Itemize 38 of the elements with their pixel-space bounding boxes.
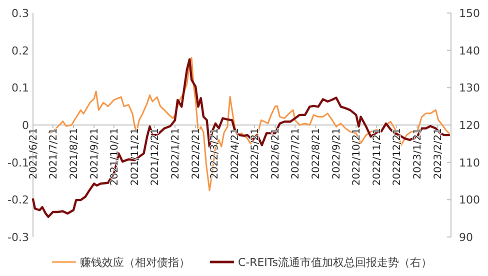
- x-tick-label: 2022/9/21: [332, 128, 343, 180]
- y-tick-label: 0.1: [12, 82, 29, 95]
- y2-tick-label: 110: [459, 156, 480, 170]
- legend-label: 赚钱效应（相对债指）: [80, 256, 190, 269]
- x-tick-label: 2021/10/21: [109, 128, 120, 186]
- y2-tick-label: 90: [459, 231, 473, 244]
- legend-label: C-REITs流通市值加权总回报走势（右）: [238, 256, 432, 269]
- line-series: [48, 57, 450, 192]
- x-tick-label: 2023/1/21: [412, 128, 424, 180]
- x-tick-label: 2021/7/21: [48, 128, 60, 180]
- y2-tick-label: 140: [459, 44, 480, 58]
- x-tick-label: 2022/5/21: [250, 128, 262, 180]
- x-tick-label: 2022/2/21: [191, 128, 202, 180]
- y-tick-label: -0.1: [8, 156, 29, 170]
- x-tick-label: 2021/9/21: [90, 128, 101, 180]
- y2-tick-label: 100: [459, 194, 480, 207]
- x-tick-label: 2022/3/21: [210, 128, 221, 180]
- x-tick-label: 2022/8/21: [311, 128, 322, 180]
- x-tick-label: 2022/10/21: [352, 128, 363, 186]
- y-tick-label: 0.3: [12, 7, 29, 20]
- x-tick-label: 2021/11/21: [130, 128, 142, 186]
- y2-tick-label: 130: [459, 82, 480, 95]
- y-tick-label: 0.2: [12, 44, 29, 58]
- y-tick-label: -0.3: [8, 231, 29, 244]
- y2-tick-label: 120: [459, 119, 480, 132]
- x-tick-label: 2022/1/21: [170, 128, 182, 180]
- x-tick-label: 2022/4/21: [230, 128, 242, 180]
- y-tick-label: -0.2: [8, 194, 29, 207]
- x-tick-label: 2021/8/21: [68, 128, 80, 180]
- y-tick-label: 0: [22, 119, 29, 132]
- x-tick-label: 2021/12/21: [150, 128, 161, 186]
- x-tick-label: 2021/6/21: [28, 128, 40, 180]
- y2-tick-label: 150: [459, 7, 480, 20]
- x-tick-label: 2022/11/21: [372, 128, 384, 186]
- x-tick-label: 2022/6/21: [270, 128, 282, 180]
- x-tick-label: 2023/2/21: [433, 128, 444, 180]
- x-tick-label: 2022/7/21: [290, 128, 302, 180]
- x-tick-label: 2022/12/21: [392, 128, 404, 186]
